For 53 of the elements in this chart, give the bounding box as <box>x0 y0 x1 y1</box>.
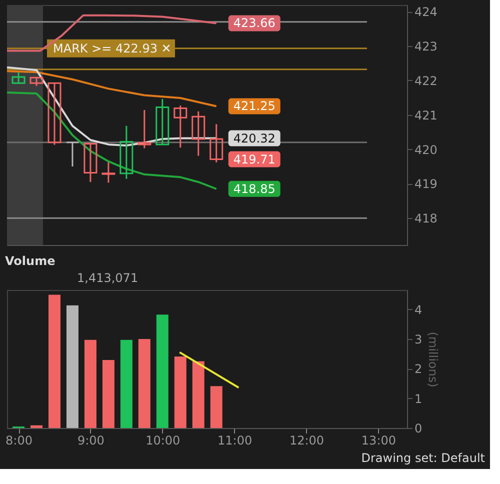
candlestick <box>102 162 116 184</box>
y-tick-label: 421 <box>414 108 438 122</box>
bar <box>48 294 60 428</box>
y-tick-label: 420 <box>414 142 438 157</box>
line-series <box>6 70 218 108</box>
y-tick-label: 424 <box>414 5 438 20</box>
line-series <box>6 14 218 52</box>
x-tick-label: 10:00 <box>146 434 180 448</box>
y-tick-label: 419 <box>414 177 438 192</box>
candlestick <box>66 140 80 168</box>
bar <box>192 361 204 428</box>
bar <box>120 340 132 428</box>
bar <box>156 314 168 428</box>
annotation: 419.71 <box>233 152 276 166</box>
y-tick-label: 1 <box>414 392 422 406</box>
y-tick-label: 3 <box>414 332 422 346</box>
candlestick <box>48 82 62 146</box>
y-tick-label: 422 <box>414 74 438 88</box>
data-label: 423.66 <box>233 16 276 30</box>
data-label: 418.85 <box>233 182 276 196</box>
candlestick <box>84 143 98 183</box>
x-tick-label: 12:00 <box>289 434 324 448</box>
bar <box>102 360 114 428</box>
data-label: 421.25 <box>233 99 276 114</box>
y-tick-label: 2 <box>414 362 422 376</box>
candlestick <box>192 110 206 157</box>
bar <box>138 338 150 428</box>
text: 1,413,071 <box>77 271 138 285</box>
bar <box>210 386 222 428</box>
x-tick-label: 8:00 <box>6 434 32 448</box>
text: Drawing set: Default <box>361 451 486 465</box>
y-tick-label: 423 <box>414 39 438 54</box>
candlestick <box>174 104 188 148</box>
candlestick <box>138 109 152 149</box>
y-tick-label: 418 <box>414 212 438 226</box>
bar <box>30 425 42 428</box>
candlestick <box>156 98 170 146</box>
x-tick-label: 13:00 <box>361 434 396 448</box>
bar <box>66 305 78 428</box>
candlestick <box>12 71 26 85</box>
x-tick-label: 9:00 <box>77 434 104 448</box>
ref-line-label: MARK >= 422.93 ✕ <box>53 41 172 56</box>
line-series <box>6 91 218 190</box>
candlestick <box>120 125 134 180</box>
bar <box>174 356 186 428</box>
y-tick-label: 0 <box>414 422 422 436</box>
x-tick-label: 11:00 <box>218 434 252 448</box>
bar <box>84 340 96 428</box>
data-label: 420.32 <box>233 131 276 146</box>
candlestick <box>210 123 224 164</box>
y-axis-title: (millions) <box>426 332 440 388</box>
y-tick-label: 4 <box>414 302 422 317</box>
chart-title: Volume <box>5 254 56 268</box>
